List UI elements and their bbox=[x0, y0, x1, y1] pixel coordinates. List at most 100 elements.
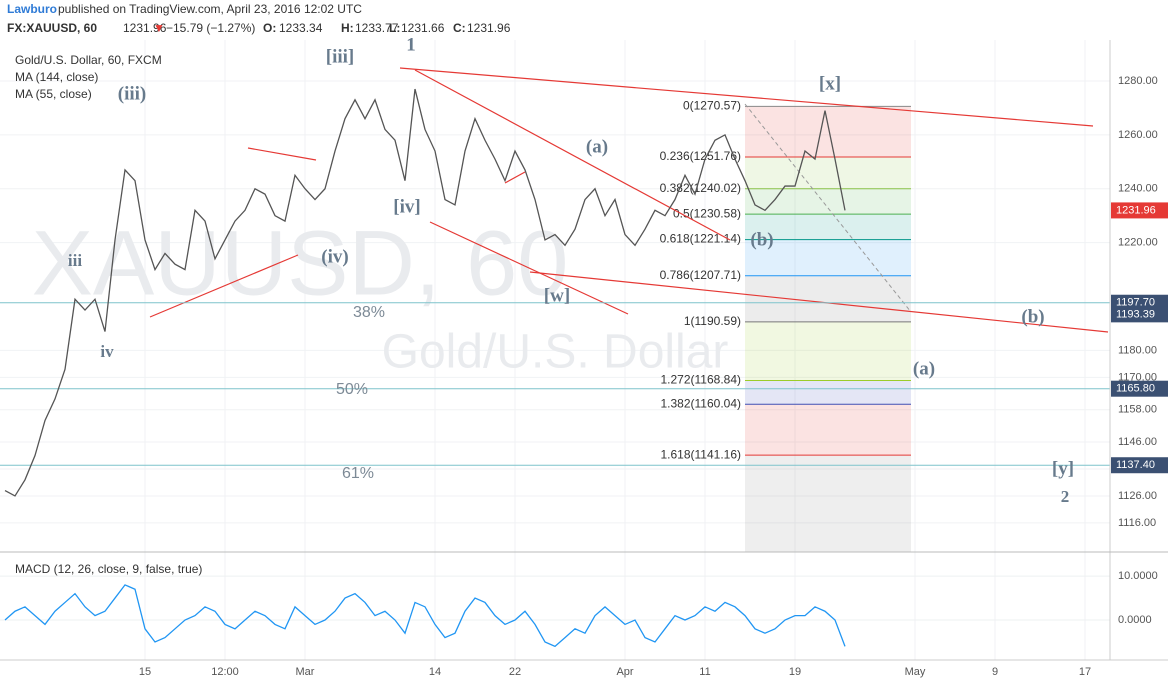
trend-line bbox=[429, 221, 629, 315]
wave-label: iv bbox=[100, 342, 114, 361]
y-tick-label: 1126.00 bbox=[1118, 490, 1157, 502]
wave-label: (a) bbox=[586, 136, 608, 157]
x-tick-label: Mar bbox=[296, 666, 315, 678]
wave-label: (a) bbox=[913, 358, 935, 379]
fib-zone bbox=[745, 321, 911, 381]
wave-label: (b) bbox=[750, 229, 773, 250]
fib-zone bbox=[745, 275, 911, 322]
price-tag bbox=[1111, 306, 1168, 323]
fib-zone bbox=[745, 404, 911, 456]
indicator: MA (144, close) bbox=[15, 70, 98, 84]
x-tick-label: 22 bbox=[509, 666, 521, 678]
y-tick-label: 1260.00 bbox=[1118, 129, 1158, 141]
fib-zone bbox=[745, 455, 911, 552]
trend-lines bbox=[149, 67, 1109, 333]
watermark: XAUUSD, 60 bbox=[32, 212, 569, 314]
ohlc-label: O: bbox=[263, 21, 276, 35]
fib-percent: 38% bbox=[353, 304, 385, 321]
x-tick-label: Apr bbox=[616, 666, 633, 678]
fib-label: 0.5(1230.58) bbox=[673, 206, 741, 220]
macd-tick-label: 10.0000 bbox=[1118, 570, 1158, 582]
publisher[interactable]: Lawburo bbox=[7, 2, 57, 16]
header-bg bbox=[0, 0, 1168, 40]
chart-title: Gold/U.S. Dollar, 60, FXCM bbox=[15, 53, 162, 67]
trend-line bbox=[414, 69, 731, 241]
ohlc-value: 1231.96 bbox=[467, 21, 511, 35]
ohlc-value: 1233.34 bbox=[279, 21, 323, 35]
price-tag bbox=[1111, 380, 1168, 397]
y-tick-label: 1180.00 bbox=[1118, 344, 1157, 356]
fib-label: 1.618(1141.16) bbox=[660, 447, 741, 461]
watermark: Gold/U.S. Dollar bbox=[382, 326, 729, 379]
price-tag-label: 1165.80 bbox=[1116, 383, 1155, 395]
fib-label: 0(1270.57) bbox=[683, 99, 741, 113]
fib-label: 1(1190.59) bbox=[684, 314, 741, 328]
y-tick-label: 1116.00 bbox=[1118, 517, 1156, 529]
y-tick-label: 1280.00 bbox=[1118, 75, 1158, 87]
y-tick-label: 1240.00 bbox=[1118, 183, 1158, 195]
y-tick-label: 1220.00 bbox=[1118, 237, 1158, 249]
x-tick-label: May bbox=[905, 666, 926, 678]
fib-zone bbox=[745, 157, 911, 189]
fib-trend bbox=[744, 103, 912, 313]
fib-percent: 50% bbox=[336, 381, 368, 398]
wave-label: (iii) bbox=[118, 83, 147, 104]
trend-line bbox=[149, 254, 299, 318]
y-tick-label: 1170.00 bbox=[1118, 371, 1157, 383]
ohlc-label: H: bbox=[341, 21, 354, 35]
price-tag-label: 1137.40 bbox=[1116, 459, 1155, 471]
trend-line bbox=[529, 271, 1109, 333]
ohlc-value: 1231.66 bbox=[401, 21, 445, 35]
wave-label: [y] bbox=[1052, 458, 1074, 479]
macd-title: MACD (12, 26, close, 9, false, true) bbox=[15, 562, 202, 576]
price-tag bbox=[1111, 457, 1168, 474]
y-tick-label: 1146.00 bbox=[1118, 436, 1157, 448]
fib-label: 1.272(1168.84) bbox=[660, 373, 741, 387]
ohlc-label: L: bbox=[389, 21, 400, 35]
y-tick-label: 1158.00 bbox=[1118, 404, 1157, 416]
wave-label: 2 bbox=[1061, 487, 1070, 506]
price-tag bbox=[1111, 202, 1168, 219]
fib-label: 0.382(1240.02) bbox=[660, 181, 741, 195]
last: 1231.96 bbox=[123, 21, 167, 35]
trend-line bbox=[504, 171, 526, 184]
price-tag-label: 1231.96 bbox=[1116, 204, 1156, 216]
x-tick-label: 11 bbox=[699, 666, 710, 678]
fib-zone bbox=[745, 239, 911, 276]
wave-label: [w] bbox=[544, 285, 570, 306]
wave-label: iii bbox=[68, 251, 82, 270]
arrow: ▼ bbox=[153, 21, 165, 35]
change: −15.79 (−1.27%) bbox=[166, 21, 255, 35]
macd-tick-label: 0.0000 bbox=[1118, 614, 1152, 626]
fib-zone bbox=[745, 188, 911, 215]
macd-line bbox=[4, 584, 846, 648]
price-tag-label: 1193.39 bbox=[1116, 308, 1155, 320]
symbol: FX:XAUUSD, 60 bbox=[7, 21, 97, 35]
fib-zone bbox=[745, 214, 911, 240]
x-tick-label: 14 bbox=[429, 666, 441, 678]
published: published on TradingView.com, April 23, … bbox=[58, 2, 362, 16]
fib-zone bbox=[745, 106, 911, 158]
plot bbox=[0, 88, 1110, 648]
indicator: MA (55, close) bbox=[15, 87, 92, 101]
ohlc-label: C: bbox=[453, 21, 466, 35]
x-tick-label: 17 bbox=[1079, 666, 1091, 678]
trend-line bbox=[399, 67, 1094, 127]
trend-line bbox=[247, 147, 317, 161]
wave-label: (iv) bbox=[321, 246, 348, 267]
x-tick-label: 19 bbox=[789, 666, 801, 678]
x-tick-label: 12:00 bbox=[211, 666, 239, 678]
fib-retracement: 0(1270.57) 0.236(1251.76) 0.382(1240.02) 0.… bbox=[660, 99, 911, 552]
x-tick-label: 15 bbox=[139, 666, 151, 678]
wave-label: [iv] bbox=[393, 196, 420, 217]
wave-label: [x] bbox=[819, 73, 841, 94]
ohlc-value: 1233.77 bbox=[355, 21, 399, 35]
price-line bbox=[4, 88, 846, 497]
ohlc: O: 1233.34 H: 1233.77L: 1231.66 C: 1231.96 bbox=[263, 21, 511, 35]
fib-label: 1.382(1160.04) bbox=[660, 396, 741, 410]
fib-percent: 61% bbox=[342, 465, 374, 482]
wave-label: [iii] bbox=[326, 46, 355, 67]
